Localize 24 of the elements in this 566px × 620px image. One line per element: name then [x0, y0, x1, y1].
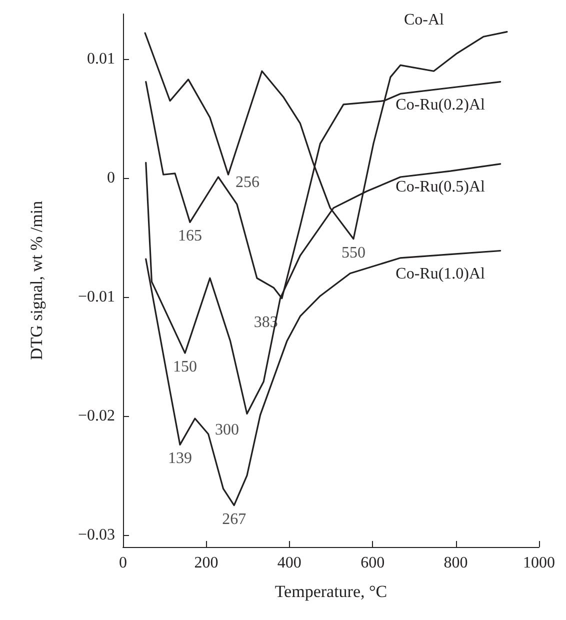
x-tick-label: 0	[119, 554, 127, 572]
annotation: 267	[222, 510, 246, 528]
x-tick-label: 600	[360, 554, 385, 572]
annotation: 139	[168, 450, 192, 468]
annotation: 165	[178, 228, 202, 245]
series-label: Co-Al	[404, 11, 445, 28]
series-label: Co-Ru(1.0)Al	[396, 265, 486, 282]
annotation: 550	[341, 244, 366, 262]
annotation: 300	[214, 421, 239, 438]
y-tick-label: −0.02	[78, 408, 115, 425]
series-label: Co-Ru(0.2)Al	[396, 96, 486, 114]
y-tick-label: −0.01	[78, 288, 115, 306]
y-tick-label: −0.03	[78, 526, 115, 544]
x-tick-label: 1000	[523, 554, 555, 572]
x-tick-label: 200	[194, 554, 218, 572]
x-tick-label: 400	[277, 554, 302, 572]
y-axis-title: DTG signal, wt % /min	[27, 200, 46, 360]
x-axis-title: Temperature, °C	[274, 582, 388, 601]
y-tick-label: 0	[107, 170, 115, 187]
annotation: 256	[235, 174, 260, 192]
x-tick-label: 800	[444, 554, 468, 572]
y-tick-label: 0.01	[87, 50, 115, 68]
annotation: 150	[172, 358, 197, 376]
series-label: Co-Ru(0.5)Al	[396, 178, 486, 196]
